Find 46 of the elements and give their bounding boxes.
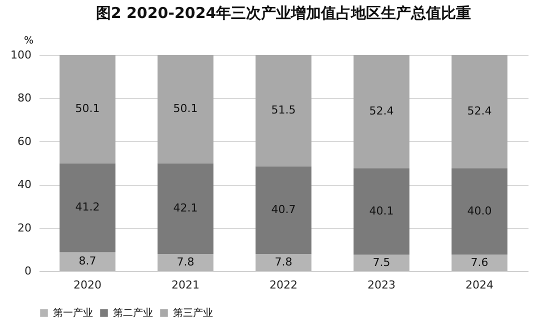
bar bbox=[256, 254, 312, 271]
legend-label: 第三产业 bbox=[173, 307, 213, 319]
bar bbox=[452, 168, 508, 255]
y-tick-label: 0 bbox=[24, 264, 32, 278]
data-label: 7.5 bbox=[372, 256, 390, 269]
bar bbox=[354, 168, 410, 255]
y-tick-label: 80 bbox=[18, 92, 32, 105]
data-label: 7.8 bbox=[176, 256, 194, 269]
bar bbox=[354, 55, 410, 168]
x-tick-label: 2024 bbox=[465, 278, 494, 292]
bar bbox=[60, 252, 116, 271]
data-label: 52.4 bbox=[467, 104, 492, 118]
x-tick-label: 2023 bbox=[367, 278, 396, 292]
x-tick-label: 2021 bbox=[172, 278, 200, 292]
data-label: 50.1 bbox=[75, 102, 100, 116]
data-label: 52.4 bbox=[369, 104, 394, 118]
y-tick-label: 40 bbox=[18, 178, 32, 192]
bar bbox=[452, 254, 508, 271]
data-label: 40.0 bbox=[467, 204, 492, 218]
data-label: 8.7 bbox=[78, 254, 96, 268]
y-axis-title: % bbox=[24, 36, 34, 46]
data-label: 42.1 bbox=[173, 202, 198, 215]
bar bbox=[158, 55, 214, 164]
bar bbox=[158, 254, 214, 271]
bar bbox=[256, 166, 312, 254]
bar bbox=[158, 163, 214, 254]
data-label: 7.6 bbox=[470, 256, 488, 269]
bar bbox=[60, 55, 116, 164]
data-label: 51.5 bbox=[271, 104, 296, 117]
y-tick-label: 60 bbox=[18, 134, 32, 148]
chart-title: 图2 2020-2024年三次产业增加值占地区生产总值比重 bbox=[96, 4, 472, 22]
data-label: 41.2 bbox=[75, 200, 100, 214]
bar bbox=[256, 55, 312, 166]
data-label: 7.8 bbox=[274, 256, 292, 269]
bar bbox=[60, 163, 116, 252]
data-label: 40.1 bbox=[369, 204, 394, 218]
legend-label: 第二产业 bbox=[113, 307, 153, 319]
data-label: 40.7 bbox=[271, 203, 296, 216]
bar bbox=[354, 254, 410, 271]
bar bbox=[452, 55, 508, 168]
data-label: 50.1 bbox=[173, 102, 198, 116]
legend-label: 第一产业 bbox=[53, 307, 93, 319]
x-tick-label: 2022 bbox=[270, 278, 298, 292]
y-tick-label: 20 bbox=[18, 221, 32, 234]
y-tick-label: 100 bbox=[10, 48, 32, 62]
x-tick-label: 2020 bbox=[74, 278, 102, 292]
